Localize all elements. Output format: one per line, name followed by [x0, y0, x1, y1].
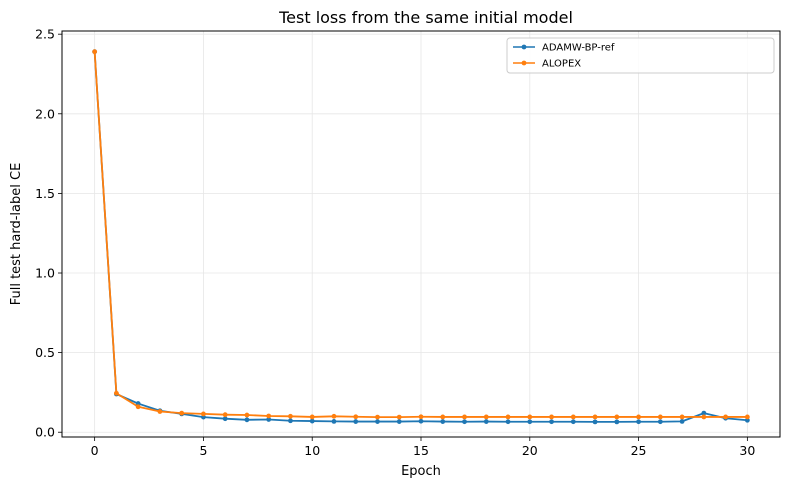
data-point-adamw-bp-ref: [549, 419, 554, 425]
data-point-alopex: [201, 411, 206, 417]
data-point-adamw-bp-ref: [375, 419, 380, 424]
legend-label-alopex: ALOPEX: [542, 59, 581, 70]
data-point-adamw-bp-ref: [396, 419, 402, 424]
data-point-alopex: [135, 404, 141, 410]
data-point-adamw-bp-ref: [657, 419, 663, 425]
gridlines: [62, 31, 780, 437]
data-point-alopex: [636, 414, 641, 420]
data-point-alopex: [179, 410, 185, 416]
data-point-adamw-bp-ref: [418, 418, 424, 424]
data-point-adamw-bp-ref: [570, 419, 576, 425]
legend: ADAMW-BP-ref ALOPEX: [506, 37, 775, 74]
data-point-alopex: [570, 414, 576, 420]
data-point-adamw-bp-ref: [636, 419, 641, 425]
data-point-adamw-bp-ref: [505, 419, 511, 425]
data-point-alopex: [505, 414, 511, 420]
data-point-adamw-bp-ref: [222, 416, 228, 422]
data-point-adamw-bp-ref: [679, 419, 685, 424]
y-tick-label: 1.0: [35, 266, 55, 281]
legend-marker-alopex: [521, 60, 527, 66]
data-point-adamw-bp-ref: [353, 419, 359, 424]
data-point-alopex: [462, 414, 467, 420]
data-point-alopex: [288, 413, 293, 419]
axis-ticks: 0 5 10 15 20 25 30 0.0 0.5 1.0 1.5 2.0 2.5: [35, 27, 755, 458]
legend-marker-adamw-bp-ref: [521, 44, 527, 50]
data-point-alopex: [440, 414, 446, 420]
data-point-adamw-bp-ref: [701, 410, 707, 416]
data-point-adamw-bp-ref: [309, 418, 315, 424]
data-point-adamw-bp-ref: [288, 418, 293, 424]
plot-series: [92, 49, 750, 425]
data-point-adamw-bp-ref: [331, 419, 337, 424]
y-axis-label: Full test hard-label CE: [9, 163, 24, 306]
data-point-alopex: [396, 414, 402, 420]
y-tick-label: 2.5: [35, 27, 55, 42]
legend-label-adamw-bp-ref: ADAMW-BP-ref: [542, 43, 615, 54]
y-tick-label: 0.5: [35, 345, 55, 360]
data-point-alopex: [723, 414, 729, 420]
x-tick-label: 30: [739, 443, 755, 458]
data-point-alopex: [701, 414, 707, 420]
data-point-alopex: [483, 414, 489, 420]
data-point-alopex: [244, 412, 250, 418]
data-point-alopex: [266, 413, 272, 419]
x-tick-label: 20: [522, 443, 538, 458]
data-point-alopex: [744, 414, 750, 420]
data-point-adamw-bp-ref: [266, 417, 272, 422]
data-point-alopex: [375, 414, 380, 420]
x-tick-label: 0: [91, 443, 99, 458]
x-axis-label: Epoch: [401, 464, 441, 479]
y-tick-label: 0.0: [35, 425, 55, 440]
x-tick-label: 10: [304, 443, 320, 458]
data-point-alopex: [418, 414, 424, 420]
y-tick-label: 1.5: [35, 186, 55, 201]
chart-title: Test loss from the same initial model: [278, 8, 573, 27]
data-point-alopex: [549, 414, 554, 420]
data-point-adamw-bp-ref: [244, 417, 250, 423]
data-point-alopex: [679, 414, 685, 420]
data-point-adamw-bp-ref: [614, 419, 620, 425]
data-point-adamw-bp-ref: [592, 419, 598, 425]
data-point-alopex: [614, 414, 620, 420]
data-point-alopex: [113, 390, 119, 396]
y-tick-label: 2.0: [35, 106, 55, 121]
data-point-alopex: [309, 414, 315, 420]
data-point-adamw-bp-ref: [483, 419, 489, 424]
data-point-adamw-bp-ref: [462, 419, 467, 425]
data-point-alopex: [331, 413, 337, 419]
data-point-alopex: [657, 414, 663, 420]
data-point-adamw-bp-ref: [440, 419, 446, 424]
data-point-adamw-bp-ref: [744, 417, 750, 423]
data-point-alopex: [222, 412, 228, 418]
x-tick-label: 25: [631, 443, 647, 458]
x-tick-label: 15: [413, 443, 429, 458]
data-point-alopex: [157, 409, 163, 414]
data-point-alopex: [527, 414, 533, 420]
data-point-alopex: [353, 414, 359, 420]
data-point-alopex: [592, 414, 598, 420]
legend-box: [506, 37, 775, 74]
data-point-adamw-bp-ref: [527, 419, 533, 425]
data-point-alopex: [92, 49, 98, 55]
x-tick-label: 5: [199, 443, 207, 458]
series-alopex: [92, 49, 750, 420]
